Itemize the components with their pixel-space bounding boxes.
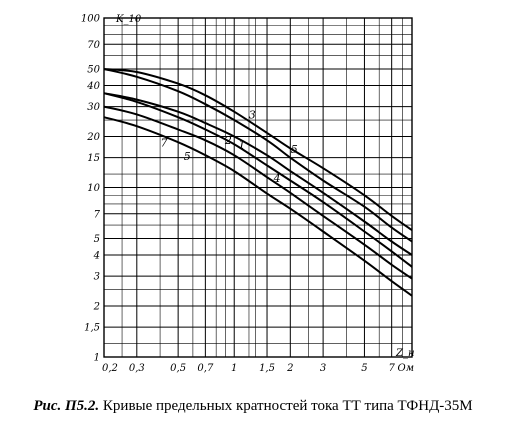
caption-text: Кривые предельных кратностей тока ТТ тип… <box>99 398 473 414</box>
labels: 0,2 0,3 0,5 0,7 1 1,5 2 3 5 7 Ом100705040302015107… <box>81 14 414 375</box>
x-tick-label: 1,5 <box>259 363 275 374</box>
y-tick-label: 5 <box>94 234 100 245</box>
curves <box>103 68 413 297</box>
y-tick-label: 15 <box>87 153 100 164</box>
y-tick-label: 4 <box>93 250 100 261</box>
y-tick-label: 20 <box>86 132 100 143</box>
curve-7 <box>103 116 413 297</box>
x-tick-label: 5 <box>361 363 367 374</box>
y-tick-label: 3 <box>94 272 100 283</box>
y-tick-label: 50 <box>87 65 100 76</box>
curve-3 <box>103 68 413 232</box>
curve-2 <box>103 92 413 268</box>
x-tick-label: 7 <box>388 363 395 374</box>
figure-number: Рис. П5.2. <box>33 398 100 414</box>
limit-multiplicity-chart: 0,2 0,3 0,5 0,7 1 1,5 2 3 5 7 Ом100705040302015107… <box>81 14 415 375</box>
curve-label-4: 4 <box>273 172 281 185</box>
y-tick-label: 70 <box>87 40 100 51</box>
x-tick-label: 0,7 <box>197 363 214 374</box>
grid <box>103 17 413 358</box>
x-tick-label: 2 <box>286 363 293 374</box>
y-tick-label: 10 <box>87 183 100 194</box>
curve-1 <box>103 92 413 256</box>
figure-caption: Рис. П5.2. Кривые предельных кратностей … <box>0 398 506 415</box>
x-tick-label: 0,5 <box>170 363 186 374</box>
curve-label-5: 5 <box>291 143 298 156</box>
plot-frame <box>103 17 413 358</box>
curve-label-2: 2 <box>224 134 232 147</box>
x-tick-label: 0,2 <box>102 363 118 374</box>
x-axis-title: Z_н <box>395 348 415 359</box>
y-tick-label: 100 <box>81 14 101 25</box>
y-tick-label: 30 <box>87 102 100 113</box>
curve-label-5: 5 <box>184 150 191 163</box>
curve-4 <box>103 105 413 280</box>
y-axis-title: K_10 <box>115 14 142 25</box>
y-tick-label: 1 <box>94 353 100 364</box>
x-tick-label: 3 <box>320 363 326 374</box>
y-tick-label: 7 <box>94 209 101 220</box>
x-tick-label: Ом <box>398 363 415 374</box>
x-tick-label: 0,3 <box>129 363 145 374</box>
y-tick-label: 40 <box>86 81 100 92</box>
x-tick-label: 1 <box>231 363 237 374</box>
curve-label-3: 3 <box>249 109 256 122</box>
curve-label-1: 1 <box>238 138 245 151</box>
curve-5 <box>103 68 413 243</box>
y-tick-label: 2 <box>93 301 100 312</box>
y-tick-label: 1,5 <box>84 323 100 334</box>
curve-label-7: 7 <box>161 136 168 149</box>
